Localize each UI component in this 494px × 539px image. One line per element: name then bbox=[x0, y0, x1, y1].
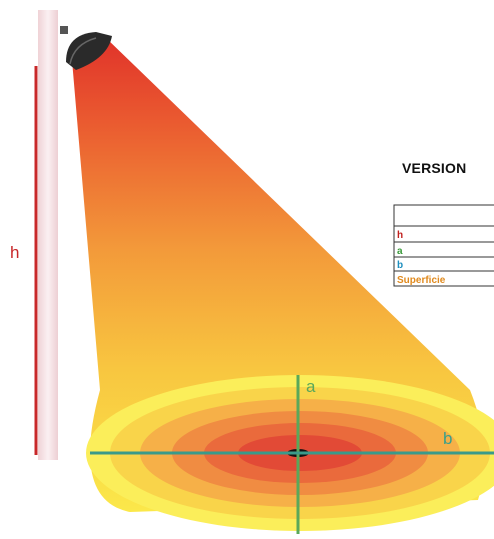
table-row-h: h bbox=[397, 230, 403, 241]
version-table: VERSION h a b Superficie bbox=[393, 160, 494, 287]
height-label: h bbox=[10, 243, 19, 262]
table-frame bbox=[393, 204, 494, 287]
table-title: VERSION bbox=[402, 160, 466, 176]
table-row-superficie: Superficie bbox=[397, 275, 446, 286]
axis-b-label: b bbox=[443, 429, 452, 448]
lamp-pole bbox=[38, 10, 58, 460]
axis-a-label: a bbox=[306, 377, 316, 396]
table-row-b: b bbox=[397, 260, 403, 271]
lamp-head-icon bbox=[60, 26, 112, 70]
table-row-a: a bbox=[397, 246, 403, 257]
